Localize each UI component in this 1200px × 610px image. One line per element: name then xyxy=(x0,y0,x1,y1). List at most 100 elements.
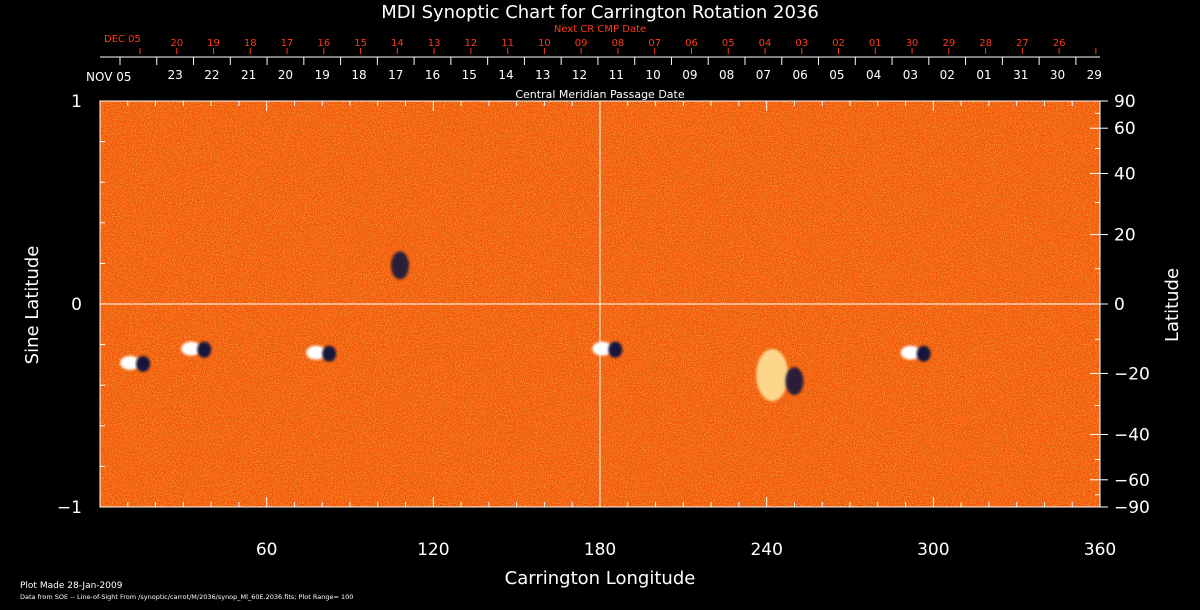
next-cr-date-label: 19 xyxy=(207,38,220,49)
y-right-tick-label: −20 xyxy=(1114,364,1150,384)
y-right-tick-label: 90 xyxy=(1114,92,1136,112)
next-cr-date-axis: 20 19 18 17 16 15 14 13 12 11 10 09 08 07 06 05 04 03 02 01… xyxy=(139,38,1097,54)
next-cr-date-label: 13 xyxy=(428,38,441,49)
negative-polarity xyxy=(391,251,409,280)
cmp-date-label: 20 xyxy=(278,68,293,82)
next-cr-date-label: 14 xyxy=(391,38,404,49)
active-region xyxy=(306,345,337,362)
cmp-date-label: 17 xyxy=(388,68,403,82)
cmp-date-label: 08 xyxy=(719,68,734,82)
next-cr-date-label: 20 xyxy=(170,38,183,49)
next-cr-date-label: 03 xyxy=(795,38,808,49)
negative-polarity xyxy=(785,367,804,396)
cmp-date-label: 22 xyxy=(204,68,219,82)
active-region xyxy=(756,349,789,402)
y-right-tick-label: 0 xyxy=(1114,295,1125,315)
next-cr-date-label: 09 xyxy=(575,38,588,49)
cmp-date-label: 14 xyxy=(498,68,513,82)
y-left-tick-label: −1 xyxy=(57,498,82,518)
x-axis: 60 120 180 240 300 360 xyxy=(127,101,1116,560)
x-tick-label: 120 xyxy=(417,540,449,560)
y-right-tick-label: −40 xyxy=(1114,425,1150,445)
active-region xyxy=(592,341,623,358)
cmp-date-label: 04 xyxy=(866,68,881,82)
cmp-date-label: 03 xyxy=(903,68,918,82)
plot-made-label: Plot Made 28-Jan-2009 xyxy=(20,581,123,591)
cmp-date-label: 05 xyxy=(829,68,844,82)
cmp-date-label: 15 xyxy=(462,68,477,82)
y-right-tick-label: 20 xyxy=(1114,226,1136,246)
next-cr-date-label: 16 xyxy=(317,38,330,49)
negative-polarity xyxy=(322,345,337,362)
y-right-tick-label: 40 xyxy=(1114,165,1136,185)
y-axis-right-label: Latitude xyxy=(1162,268,1183,342)
y-axis-left-label: Sine Latitude xyxy=(22,246,43,365)
cmp-date-label: 18 xyxy=(351,68,366,82)
cmp-date-label: 16 xyxy=(425,68,440,82)
chart-title: MDI Synoptic Chart for Carrington Rotati… xyxy=(381,2,819,23)
positive-polarity xyxy=(181,341,202,356)
next-cr-date-label: 02 xyxy=(832,38,845,49)
y-axis-right: 90 60 40 20 0 −20 −40 −60 −90 xyxy=(1090,92,1150,518)
cmp-date-label: 11 xyxy=(609,68,624,82)
x-axis-label: Carrington Longitude xyxy=(505,568,696,589)
cmp-date-label: 06 xyxy=(793,68,808,82)
cmp-date-label: 01 xyxy=(976,68,991,82)
active-region xyxy=(120,355,151,372)
x-tick-label: 360 xyxy=(1084,540,1116,560)
cmp-date-label: 09 xyxy=(682,68,697,82)
data-source-label: Data from SOE -- Line-of-Sight From /syn… xyxy=(20,593,353,601)
next-cr-axis-label: Next CR CMP Date xyxy=(554,24,646,35)
y-left-tick-label: 1 xyxy=(71,92,82,112)
x-tick-label: 180 xyxy=(584,540,616,560)
y-right-tick-label: 60 xyxy=(1114,119,1136,139)
cmp-date-label: 19 xyxy=(315,68,330,82)
next-cr-date-label: 12 xyxy=(465,38,478,49)
cmp-date-label: 12 xyxy=(572,68,587,82)
cmp-date-axis: 23 22 21 20 19 18 17 16 15 14 13 12 11 10 09 08 07 06 05 04… xyxy=(100,56,1102,82)
y-right-tick-label: −60 xyxy=(1114,471,1150,491)
cmp-axis-label: Central Meridian Passage Date xyxy=(515,88,684,101)
cmp-date-label: 23 xyxy=(168,68,183,82)
negative-polarity xyxy=(136,355,151,372)
next-cr-date-label: 10 xyxy=(538,38,551,49)
positive-polarity xyxy=(592,341,613,356)
active-regions xyxy=(120,251,931,402)
next-cr-date-label: 04 xyxy=(759,38,772,49)
y-right-tick-label: −90 xyxy=(1114,498,1150,518)
positive-polarity xyxy=(306,345,327,360)
cmp-date-label: 13 xyxy=(535,68,550,82)
next-cr-date-label: 07 xyxy=(648,38,661,49)
negative-polarity xyxy=(916,345,931,362)
next-cr-date-label: 17 xyxy=(281,38,294,49)
positive-polarity xyxy=(900,345,921,360)
active-region xyxy=(785,367,804,396)
y-left-tick-label: 0 xyxy=(71,295,82,315)
negative-polarity xyxy=(608,341,623,358)
next-cr-date-label: 29 xyxy=(942,38,955,49)
next-cr-date-label: 28 xyxy=(979,38,992,49)
next-cr-date-label: 30 xyxy=(906,38,919,49)
negative-polarity xyxy=(197,341,212,358)
next-cr-date-label: 05 xyxy=(722,38,735,49)
cmp-date-label: 10 xyxy=(645,68,660,82)
cmp-date-label: 29 xyxy=(1087,68,1102,82)
y-axis-left: 1 0 −1 xyxy=(57,92,110,518)
positive-polarity xyxy=(120,355,141,370)
x-tick-label: 60 xyxy=(256,540,278,560)
cmp-date-label: 30 xyxy=(1050,68,1065,82)
x-tick-label: 300 xyxy=(917,540,949,560)
next-cr-date-label: 01 xyxy=(869,38,882,49)
cmp-date-label: 02 xyxy=(940,68,955,82)
x-tick-label: 240 xyxy=(750,540,782,560)
cmp-start-label: NOV 05 xyxy=(86,70,132,84)
next-cr-date-label: 26 xyxy=(1053,38,1066,49)
next-cr-date-label: 27 xyxy=(1016,38,1029,49)
cmp-date-label: 07 xyxy=(756,68,771,82)
active-region xyxy=(900,345,931,362)
cmp-date-label: 21 xyxy=(241,68,256,82)
next-cr-date-label: 06 xyxy=(685,38,698,49)
next-cr-date-label: 08 xyxy=(612,38,625,49)
next-cr-date-label: 11 xyxy=(501,38,514,49)
